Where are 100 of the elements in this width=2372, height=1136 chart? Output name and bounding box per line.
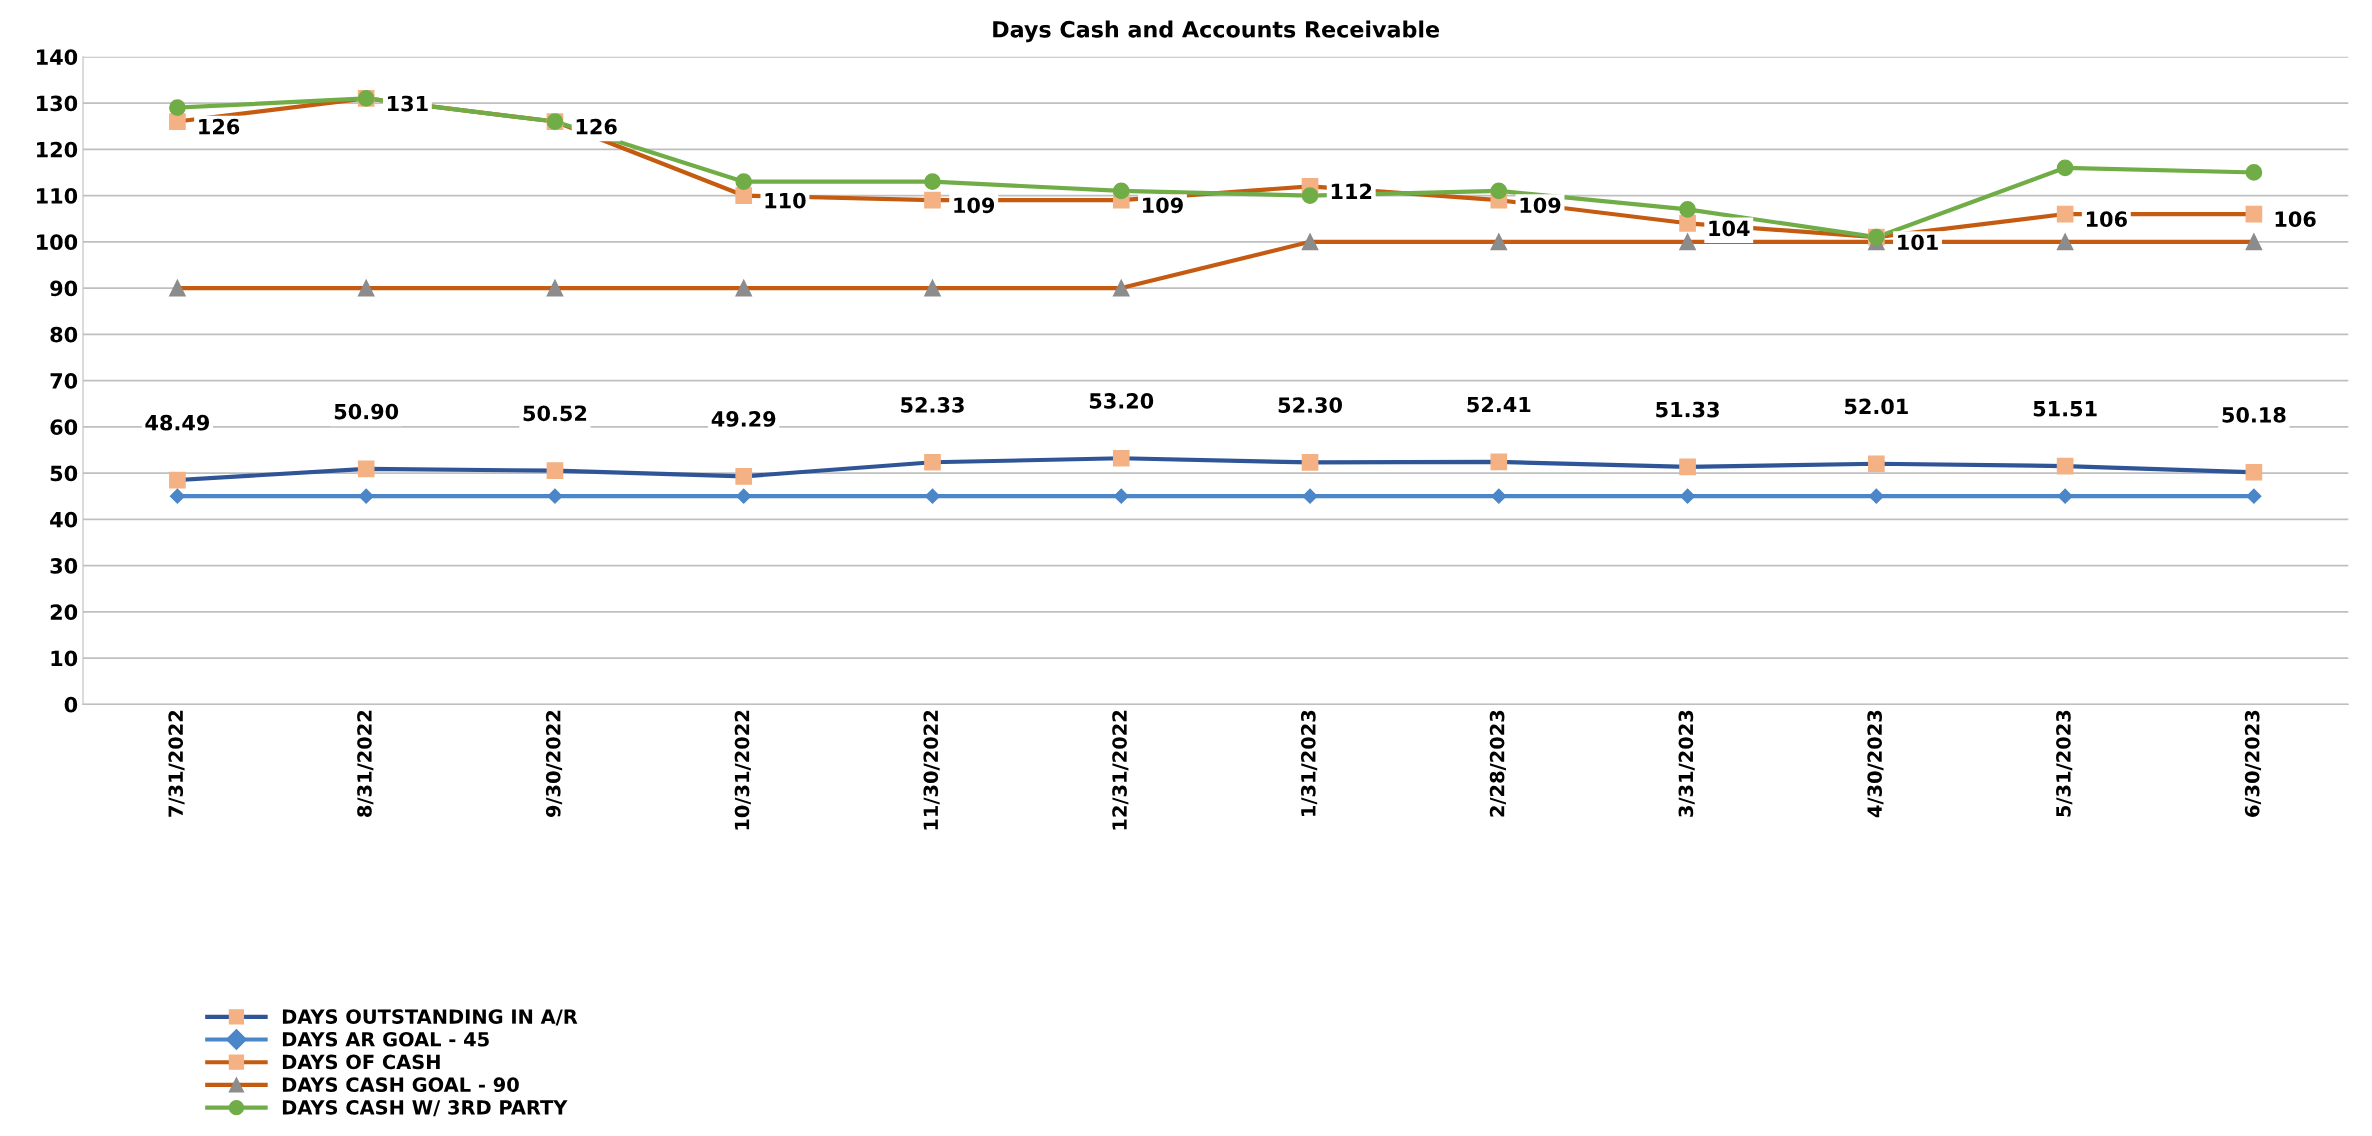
legend-label: DAYS OF CASH — [282, 1054, 440, 1070]
data-label: 49.29 — [711, 411, 776, 427]
y-tick-label: 70 — [50, 373, 78, 389]
chart-title: Days Cash and Accounts Receivable — [993, 20, 1440, 43]
data-label: 50.90 — [334, 403, 399, 420]
point — [2056, 457, 2074, 475]
point — [1113, 488, 1129, 504]
data-label: 106 — [2275, 211, 2316, 228]
point — [1301, 187, 1319, 204]
point — [169, 99, 186, 117]
data-label: 101 — [1898, 234, 1938, 251]
data-label: 106 — [2086, 211, 2127, 228]
data-label: 50.52 — [523, 405, 587, 422]
x-tick-label: 12/31/2022 — [1112, 710, 1129, 830]
y-tick-label: 100 — [37, 234, 78, 251]
x-tick-label: 3/31/2023 — [1678, 710, 1695, 817]
point — [1868, 488, 1884, 504]
point — [924, 191, 941, 209]
point — [1302, 488, 1318, 504]
x-tick-label: 10/31/2022 — [734, 710, 751, 830]
y-tick-label: 40 — [50, 511, 78, 528]
point — [924, 173, 941, 191]
y-tick-label: 140 — [37, 49, 78, 66]
point — [1112, 279, 1130, 297]
y-tick-label: 80 — [50, 326, 78, 343]
y-tick-label: 30 — [50, 558, 78, 574]
data-label: 110 — [765, 192, 806, 209]
legend-label: DAYS OUTSTANDING IN A/R — [282, 1009, 578, 1026]
point — [358, 488, 374, 504]
data-label: 112 — [1331, 183, 1372, 199]
point — [169, 471, 186, 489]
point — [924, 453, 941, 471]
point — [546, 279, 564, 297]
y-tick-label: 60 — [50, 419, 78, 436]
x-tick-label: 8/31/2022 — [357, 710, 374, 817]
point — [924, 279, 941, 297]
point — [735, 468, 753, 485]
point — [1112, 449, 1130, 467]
data-label: 52.41 — [1467, 396, 1531, 413]
point — [1112, 182, 1130, 200]
point — [169, 279, 186, 297]
point — [1680, 488, 1696, 504]
legend-label: DAYS CASH GOAL - 90 — [282, 1077, 519, 1093]
data-label: 131 — [387, 95, 428, 112]
data-label: 52.01 — [1845, 398, 1908, 415]
point — [2245, 233, 2263, 251]
legend-label: DAYS CASH W/ 3RD PARTY — [282, 1100, 568, 1117]
point — [2056, 159, 2074, 177]
data-label: 109 — [1143, 197, 1183, 214]
point — [1490, 182, 1508, 200]
point — [1679, 458, 1696, 476]
x-tick-label: 11/30/2022 — [923, 710, 940, 830]
x-tick-label: 4/30/2023 — [1867, 710, 1884, 818]
point — [169, 488, 185, 504]
point — [2246, 488, 2262, 504]
data-label: 48.49 — [145, 414, 210, 431]
data-label: 53.20 — [1089, 392, 1154, 409]
x-tick-label: 2/28/2023 — [1489, 710, 1506, 817]
point — [357, 460, 375, 478]
point — [1301, 454, 1319, 471]
point — [2056, 205, 2074, 223]
point — [1868, 455, 1885, 473]
point — [924, 488, 941, 504]
point — [735, 173, 753, 191]
point — [735, 187, 753, 204]
y-tick-label: 90 — [50, 280, 78, 297]
point — [2057, 488, 2073, 504]
legend-label: DAYS AR GOAL - 45 — [282, 1031, 489, 1047]
point — [736, 488, 752, 504]
x-tick-label: 7/31/2022 — [168, 710, 185, 817]
point — [1679, 201, 1696, 218]
y-tick-label: 20 — [50, 604, 78, 621]
point — [1490, 233, 1508, 251]
point — [2245, 205, 2263, 223]
y-tick-label: 10 — [51, 650, 78, 667]
point — [2245, 463, 2263, 481]
point — [169, 113, 186, 130]
x-tick-label: 5/31/2023 — [2056, 710, 2073, 817]
y-tick-label: 110 — [37, 188, 78, 204]
point — [1301, 233, 1319, 251]
y-tick-label: 0 — [64, 696, 78, 713]
point — [547, 488, 563, 504]
data-label: 51.51 — [2033, 401, 2097, 417]
point — [1491, 488, 1507, 504]
point — [2245, 164, 2263, 181]
y-tick-label: 120 — [37, 141, 78, 158]
data-label: 52.33 — [901, 397, 964, 413]
point — [357, 279, 375, 297]
point — [1679, 214, 1696, 232]
data-label: 126 — [576, 118, 617, 135]
point — [2056, 233, 2074, 251]
data-label: 109 — [1520, 197, 1561, 214]
x-tick-label: 1/31/2023 — [1300, 710, 1318, 816]
point — [1679, 233, 1696, 251]
point — [1490, 453, 1508, 471]
data-label: 51.33 — [1656, 401, 1719, 418]
data-label: 50.18 — [2222, 406, 2286, 423]
data-label: 104 — [1709, 220, 1750, 237]
y-tick-label: 50 — [50, 465, 78, 482]
data-label: 126 — [199, 118, 240, 135]
